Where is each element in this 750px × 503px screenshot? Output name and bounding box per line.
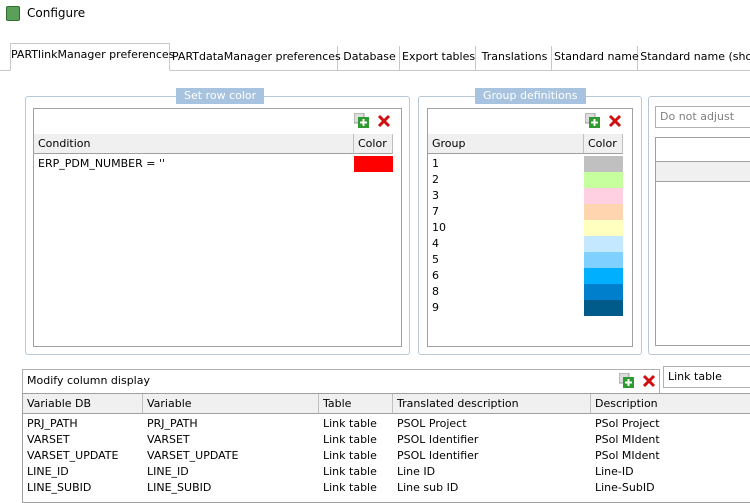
color-swatch [584,300,623,316]
group-cell: 2 [432,173,439,186]
table-cell: VARSET [27,433,70,446]
group-cell: 8 [432,285,439,298]
title-icon [6,6,20,21]
window-title: Configure [27,6,86,20]
color-swatch [584,204,623,220]
adjust-dropdown[interactable]: Do not adjust [655,106,750,128]
group-cell: 5 [432,253,439,266]
table-cell: LINE_SUBID [147,481,212,494]
table-cell: LINE_SUBID [27,481,92,494]
color-swatch [584,156,623,172]
color-swatch [584,268,623,284]
table-cell: PSol Project [595,417,660,430]
group-cell: 7 [432,205,439,218]
table-cell: PRJ_PATH [27,417,78,430]
delete-button[interactable] [607,113,623,129]
group-cell: 10 [432,221,446,234]
group-cell: 4 [432,237,439,250]
delete-button[interactable] [641,373,657,389]
table-cell: Link table [323,465,377,478]
set-row-color-panel: Condition Color ERP_PDM_NUMBER = '' [33,108,402,347]
tab[interactable]: Translations [478,46,552,70]
color-swatch [354,156,393,172]
table-cell: VARSET_UPDATE [27,449,119,462]
group-definitions-panel: Group Color 1 2 3 7 10 4 5 6 8 9 [427,108,633,347]
column-header: Variable DB [23,394,143,414]
table-cell: PSol MIdent [595,433,660,446]
adjust-panel [655,137,750,346]
add-button[interactable] [618,372,635,389]
color-swatch [584,220,623,236]
column-header: Table [319,394,393,414]
column-header: Color [354,134,393,154]
table-cell: PSol MIdent [595,449,660,462]
table-cell: PSOL Identifier [397,433,479,446]
color-swatch [584,284,623,300]
tab[interactable]: Export tables [402,46,476,70]
table-cell: VARSET [147,433,190,446]
table-cell: Link table [323,481,377,494]
color-swatch [584,236,623,252]
table-cell: Line-ID [595,465,634,478]
table-cell: PSOL Identifier [397,449,479,462]
column-header: Color [584,134,623,154]
table-cell: LINE_ID [147,465,189,478]
tab[interactable]: Standard name [554,46,639,70]
tab[interactable]: Standard name (shor [640,46,750,70]
table-cell: LINE_ID [27,465,69,478]
table-cell: Line sub ID [397,481,459,494]
modify-column-title: Modify column display [27,374,150,387]
adjust-group [648,96,750,355]
table-cell: Link table [323,417,377,430]
table-cell: Line ID [397,465,436,478]
tab[interactable]: PARTdataManager preferences [172,46,341,70]
table-cell: PSOL Project [397,417,467,430]
column-header: Variable [143,394,319,414]
table-cell: PRJ_PATH [147,417,198,430]
tab[interactable]: PARTlinkManager preferences [10,43,174,71]
add-button[interactable] [353,112,370,129]
group-definitions-legend: Group definitions [475,88,586,104]
group-cell: 6 [432,269,439,282]
table-dropdown[interactable]: Link table [663,366,750,388]
tab-bar: PARTlinkManager preferences PARTdataManag… [0,0,750,71]
table-cell: VARSET_UPDATE [147,449,239,462]
color-swatch [584,252,623,268]
add-button[interactable] [584,112,601,129]
group-cell: 9 [432,301,439,314]
group-cell: 1 [432,157,439,170]
delete-button[interactable] [376,113,392,129]
column-header: Condition [34,134,354,154]
column-header: Description [591,394,750,414]
column-header: Translated description [393,394,591,414]
table-cell: Link table [323,433,377,446]
modify-column-toolbar: Modify column display [22,369,660,393]
color-swatch [584,188,623,204]
table-cell: Line-SubID [595,481,655,494]
table-cell: Link table [323,449,377,462]
column-table: Variable DB Variable Table Translated descr… [22,393,750,503]
condition-cell: ERP_PDM_NUMBER = '' [38,157,165,170]
set-row-color-legend: Set row color [176,88,265,104]
tab[interactable]: Database [340,46,400,70]
group-cell: 3 [432,189,439,202]
column-header: Group [428,134,584,154]
color-swatch [584,172,623,188]
adjust-header [656,161,750,182]
